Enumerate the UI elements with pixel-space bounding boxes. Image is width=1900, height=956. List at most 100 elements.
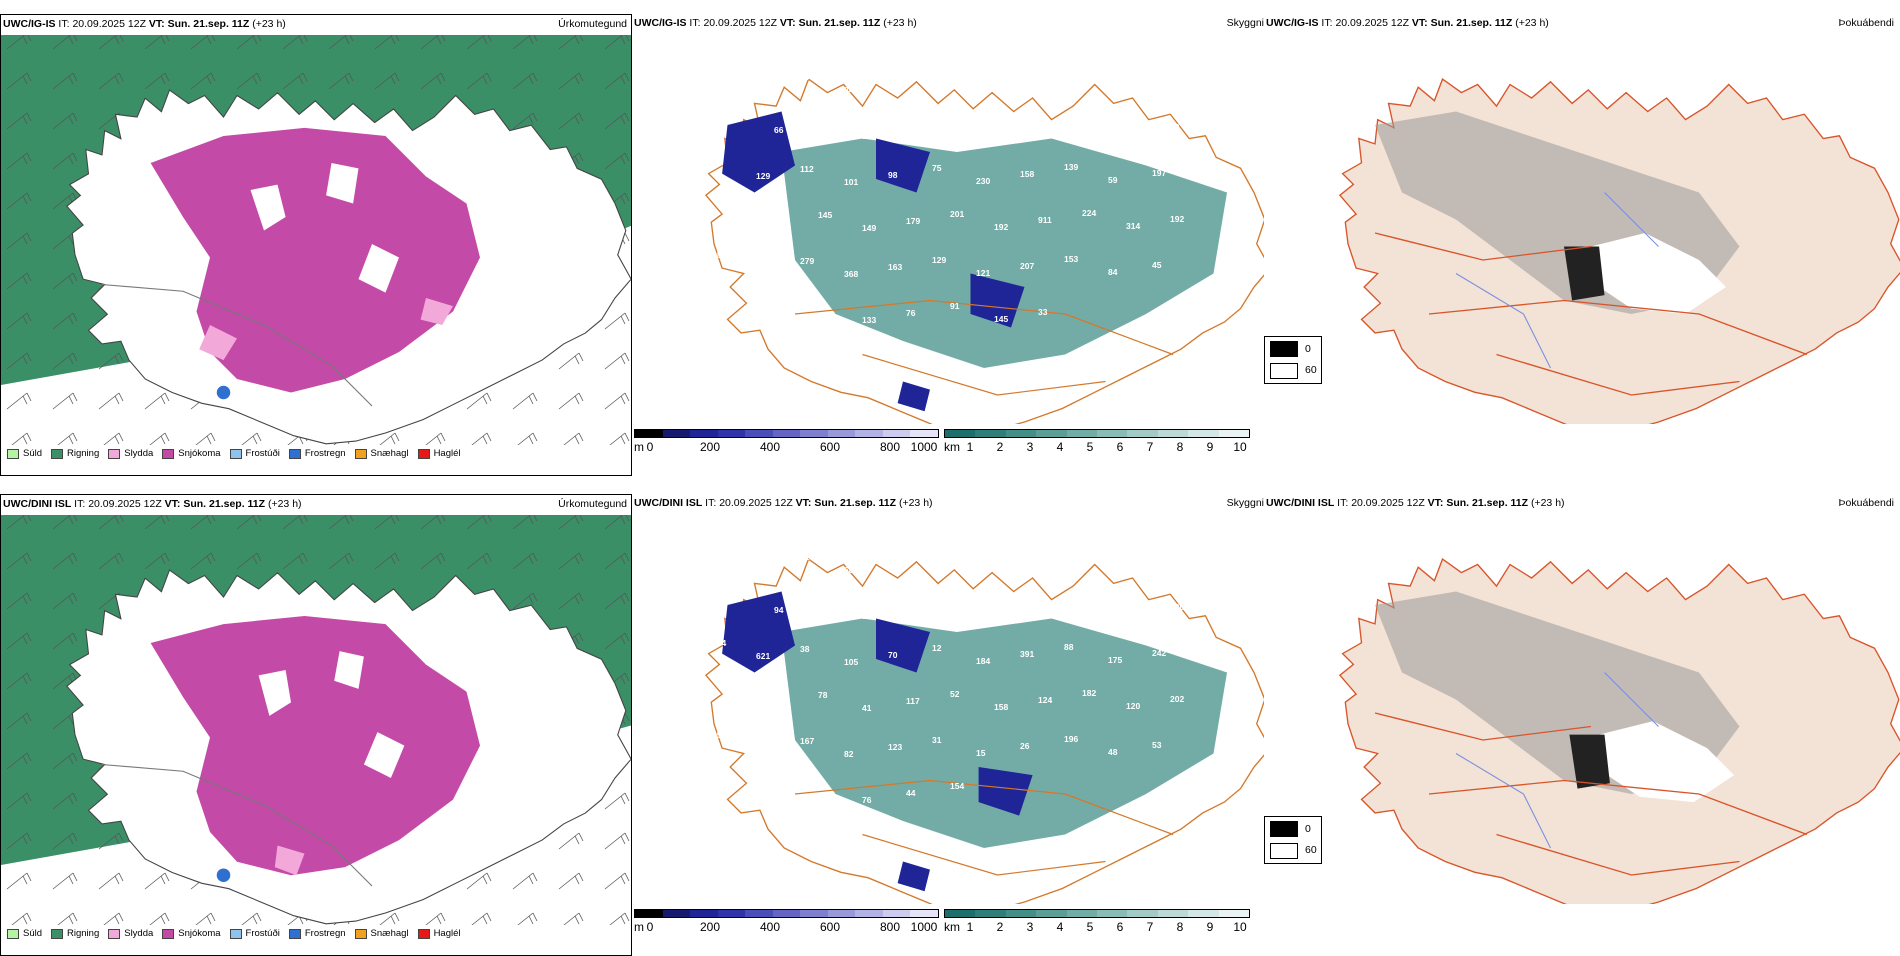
legend-swatch: [288, 928, 301, 939]
legend-swatch: [51, 928, 64, 939]
cloud-base-value: 188: [1126, 609, 1140, 619]
cloud-base-value: 59: [1108, 175, 1118, 185]
cloud-base-value: 94: [774, 605, 784, 615]
cloud-base-value: 51: [800, 552, 810, 562]
cloud-base-value: 12: [1064, 550, 1074, 560]
cloud-base-value: 88: [1064, 642, 1074, 652]
cloud-base-value: 50: [976, 564, 986, 574]
cloud-base-value: 121: [976, 268, 990, 278]
cloud-base-value: 163: [888, 262, 902, 272]
cloud-base-value: 26: [1020, 741, 1030, 751]
cloud-base-value: 107: [906, 604, 920, 614]
parameter-label: Þokuábendi: [1838, 497, 1894, 509]
precip-type-map-row1: UWC/IG-IS IT: 20.09.2025 12Z VT: Sun. 21…: [0, 14, 632, 476]
precip-legend: Súld Rigning Slydda Snjókoma Frostúði Fr…: [7, 928, 461, 939]
cloud-base-value: 47: [774, 789, 784, 799]
cloud-base-value: 196: [1064, 734, 1078, 744]
visibility-ticks: 1 2 3 4 5 6 7 8 9 10: [966, 440, 1247, 454]
legend-item: Súld: [7, 928, 42, 939]
cloud-base-value: 182: [1082, 688, 1096, 698]
fog-map-canvas: [1339, 558, 1900, 904]
cloud-base-value: 52: [1020, 77, 1030, 87]
parameter-label: Skyggni: [1226, 497, 1264, 509]
visibility-scale: [944, 909, 1250, 918]
cloud-base-value: 76: [906, 308, 916, 318]
fog-legend: 0 60: [1264, 336, 1322, 384]
cloud-base-value: 54: [888, 558, 898, 568]
cloud-base-value: 82: [844, 749, 854, 759]
fog-map-canvas: [1339, 78, 1900, 424]
cloud-base-value: 66: [888, 78, 898, 88]
cloud-base-value: 120: [862, 611, 876, 621]
legend-swatch: [229, 928, 242, 939]
visibility-unit: km: [944, 440, 960, 454]
cloud-base-labels: 60 88 80 84 66 85 72 52 144 102 64 66 66 90 104 99 79 99 1…: [712, 66, 1184, 325]
legend-swatch: [108, 448, 121, 459]
legend-item: Snæhagl: [354, 928, 409, 939]
cloud-base-value: 104: [862, 131, 876, 141]
legend-item: Haglél: [417, 928, 461, 939]
cloud-base-labels: 54 99 51 68 54 61 50 62 12 66 73 48 94 88 120 107 191 168…: [712, 546, 1184, 805]
cloud-base-unit: m: [634, 440, 644, 454]
cloud-base-value: 911: [1038, 215, 1052, 225]
cloud-base-value: 192: [994, 222, 1008, 232]
cloud-base-value: 184: [976, 656, 990, 666]
legend-item: Snjókoma: [162, 928, 221, 939]
cloud-base-value: 90: [818, 118, 828, 128]
map-title: UWC/DINI ISL IT: 20.09.2025 12Z VT: Sun.…: [3, 498, 302, 510]
cloud-base-value: 68: [844, 565, 854, 575]
cloud-base-value: 66: [1108, 563, 1118, 573]
cloud-base-value: 144: [1064, 70, 1078, 80]
cloud-base-value: 222: [756, 263, 770, 273]
cloud-base-value: 96: [774, 697, 784, 707]
parameter-label: Úrkomutegund: [558, 498, 627, 510]
legend-swatch: [1270, 341, 1298, 357]
cloud-base-value: 41: [862, 703, 872, 713]
cloud-base-value: 49: [774, 309, 784, 319]
legend-swatch: [7, 928, 19, 939]
legend-item: Haglél: [417, 448, 461, 459]
fog-legend: 0 60: [1264, 816, 1322, 864]
cloud-base-value: 192: [1170, 214, 1184, 224]
cloud-base-value: 149: [862, 223, 876, 233]
legend-swatch: [1270, 363, 1298, 379]
cloud-base-value: 66: [774, 125, 784, 135]
cloud-base-value: 163: [774, 217, 788, 227]
cloud-map-canvas: 60 88 80 84 66 85 72 52 144 102 64 66 66 90 104 99 79 99 1…: [705, 66, 1264, 424]
cloud-base-value: 279: [800, 256, 814, 266]
cloud-base-value: 85: [932, 71, 942, 81]
cloud-base-value: 54: [712, 546, 722, 556]
cloud-base-value: 139: [1064, 162, 1078, 172]
cloud-base-value: 31: [932, 735, 942, 745]
map-title: UWC/IG-IS IT: 20.09.2025 12Z VT: Sun. 21…: [1266, 17, 1549, 29]
cloud-base-value: 60: [712, 66, 722, 76]
cloud-base-value: 70: [888, 650, 898, 660]
legend-item: Rigning: [51, 448, 99, 459]
legend-item: Slydda: [108, 448, 153, 459]
cloud-base-value: 52: [950, 689, 960, 699]
legend-item: Frostúði: [229, 448, 280, 459]
cloud-base-value: 72: [976, 84, 986, 94]
cloud-base-value: 175: [1108, 655, 1122, 665]
cloud-base-value: 202: [1170, 694, 1184, 704]
cloud-base-value: 53: [1152, 740, 1162, 750]
cloud-base-value: 207: [1020, 261, 1034, 271]
cloud-base-ticks: 0 200 400 600 800 1000: [646, 920, 938, 934]
legend-item: Snæhagl: [354, 448, 409, 459]
cloud-base-value: 49: [730, 776, 740, 786]
cloud-base-value: 112: [800, 164, 814, 174]
cloud-base-value: 50: [1082, 116, 1092, 126]
cloud-base-value: 151: [712, 730, 726, 740]
cloud-base-value: 64: [1152, 76, 1162, 86]
legend-swatch: [354, 448, 367, 459]
cloud-base-value: 124: [1038, 695, 1052, 705]
visibility-ticks: 1 2 3 4 5 6 7 8 9 10: [966, 920, 1247, 934]
cloud-base-value: 99: [906, 124, 916, 134]
legend-swatch: [229, 448, 242, 459]
cloud-base-value: 45: [1152, 260, 1162, 270]
fog-index-map-row1: UWC/IG-IS IT: 20.09.2025 12Z VT: Sun. 21…: [1264, 14, 1900, 476]
cloud-base-value: 230: [976, 176, 990, 186]
legend-swatch: [162, 448, 175, 459]
cloud-base-value: 62: [1020, 557, 1030, 567]
cloud-base-value: 99: [756, 559, 766, 569]
